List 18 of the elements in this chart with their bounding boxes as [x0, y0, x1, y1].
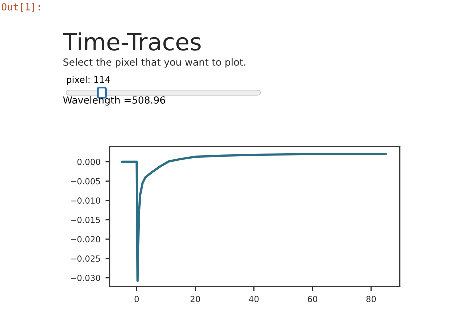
chart-title: Time-Traces: [62, 32, 201, 51]
y-tick-label: 0.000: [78, 159, 100, 166]
y-tick-label: −0.010: [70, 198, 100, 204]
text: Wavelength =508.96: [63, 96, 166, 106]
chart-subtitle: Select the pixel that you want to plot.: [64, 58, 246, 68]
y-tick-label: −0.025: [70, 256, 100, 262]
y-tick-label: −0.005: [70, 178, 100, 185]
text: pixel: 114: [67, 76, 110, 85]
y-tick-label: −0.020: [70, 236, 100, 243]
y-tick-label: −0.015: [70, 217, 100, 224]
x-tick-label: 60: [308, 296, 318, 302]
y-tick-label: −0.030: [70, 275, 100, 282]
x-tick-label: 20: [190, 296, 200, 302]
x-tick-label: 0: [134, 296, 140, 302]
text: Out[1]:: [2, 3, 40, 12]
x-tick-label: 80: [366, 296, 376, 302]
x-tick-label: 40: [249, 296, 259, 302]
line-series: [121, 153, 388, 282]
